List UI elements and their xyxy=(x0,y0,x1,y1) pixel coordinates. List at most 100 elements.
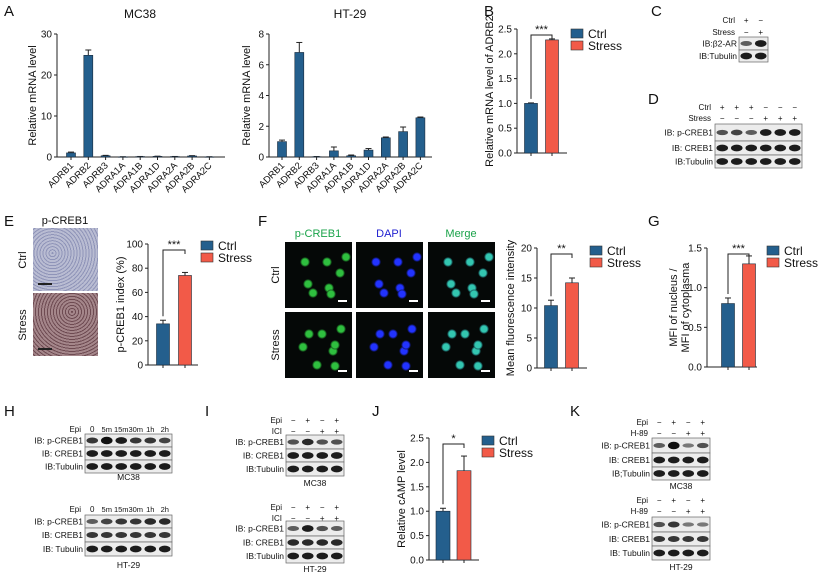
blot-cell-line-label: MC38 xyxy=(117,472,140,482)
bar-adrb2 xyxy=(83,55,94,158)
blot-condition-label: Epi xyxy=(270,503,282,512)
blot-row-label: IB: CREB1 xyxy=(672,143,713,153)
blot-row-label: IB: Tubulin xyxy=(43,544,83,554)
bar-ctrl xyxy=(435,510,451,561)
y-tick-label: 10 xyxy=(521,304,533,315)
blot-lane-mark: 30m xyxy=(128,505,143,514)
y-tick-label: 2.0 xyxy=(410,458,424,469)
ihc-row-label-ctrl: Ctrl xyxy=(17,251,29,268)
blot-lane-mark: − xyxy=(686,418,691,427)
blot-band xyxy=(158,463,171,470)
y-tick-label: 15 xyxy=(521,274,533,285)
blot-band xyxy=(287,539,300,546)
blot-band xyxy=(115,531,128,539)
blot-band xyxy=(788,129,801,136)
blot-band xyxy=(716,158,729,165)
y-axis-label: MFI of nucleus / xyxy=(668,267,680,346)
blot-condition-label: Ctrl xyxy=(723,16,736,25)
legend-swatch-stress xyxy=(481,447,495,458)
blot-band xyxy=(86,463,99,470)
blot-band xyxy=(667,456,680,464)
blot-lane-mark: + xyxy=(320,514,325,523)
blot-band xyxy=(86,437,99,444)
blot-lane-mark: 0 xyxy=(90,425,95,434)
if-row-label-ctrl: Ctrl xyxy=(270,266,282,283)
blot-cell-line-label: HT-29 xyxy=(117,560,140,570)
bar-adra2a xyxy=(380,137,391,158)
blot-band xyxy=(301,465,314,473)
blot-lane-mark: 5m xyxy=(102,505,112,514)
blot-band xyxy=(682,535,695,543)
blot-row-label: IB:Tubulin xyxy=(246,551,284,561)
bar-adrb2 xyxy=(294,52,305,158)
scale-bar xyxy=(338,370,347,372)
blot-band xyxy=(667,441,680,450)
blot-band xyxy=(129,545,142,553)
western-blot-h1: Epi 0 5m 15m 30m 1h 2h IB: p-CREB1 IB: CREB1 IB:T… xyxy=(34,425,173,482)
if-image-dapi-ctrl xyxy=(356,242,423,308)
y-tick-label: 1.5 xyxy=(498,74,512,85)
blot-band xyxy=(667,549,680,557)
bar-adra1b xyxy=(346,155,357,158)
blot-lane-mark: − xyxy=(305,514,310,523)
blot-band xyxy=(667,535,680,543)
chart-e: 0 20 40 60 80 100 p-CREB1 index (%) *** CtrlStre… xyxy=(115,239,252,372)
panel-label-A: A xyxy=(4,3,14,20)
blot-band xyxy=(144,463,157,470)
blot-lane-mark: + xyxy=(720,103,725,112)
significance-stars: * xyxy=(451,433,456,445)
blot-strip xyxy=(84,514,173,529)
blot-lane-mark: − xyxy=(686,496,691,505)
legend-label-ctrl: Ctrl xyxy=(499,434,518,448)
if-image-pcreb1-ctrl xyxy=(285,242,352,308)
scale-bar xyxy=(38,348,52,350)
blot-band xyxy=(682,522,695,527)
legend-swatch-ctrl xyxy=(481,435,495,446)
blot-lane-mark: − xyxy=(291,514,296,523)
blot-band xyxy=(316,552,329,560)
blot-strip xyxy=(84,527,173,543)
y-tick-label: 20 xyxy=(132,336,144,347)
blot-lane-mark: − xyxy=(320,503,325,512)
blot-band xyxy=(653,456,666,464)
y-tick-label: 2.5 xyxy=(410,434,424,445)
blot-lane-mark: − xyxy=(291,416,296,425)
blot-lane-mark: 1h xyxy=(146,425,154,434)
legend-swatch-stress xyxy=(766,257,780,268)
panel-label-F: F xyxy=(258,213,267,230)
blot-strip xyxy=(84,541,173,557)
blot-band xyxy=(754,40,767,47)
blot-band xyxy=(754,52,767,60)
blot-row-label: IB: CREB1 xyxy=(609,455,650,465)
blot-lane-mark: − xyxy=(671,429,676,438)
blot-band xyxy=(158,437,171,444)
blot-cell-line-label: MC38 xyxy=(304,478,327,488)
bar-ctrl xyxy=(721,303,735,368)
legend-swatch-stress xyxy=(589,257,603,268)
blot-lane-mark: − xyxy=(291,427,296,436)
blot-condition-label: Ctrl xyxy=(699,103,712,112)
blot-band xyxy=(115,518,128,525)
legend-label-stress: Stress xyxy=(607,256,641,270)
blot-row-label: IB: Tubulin xyxy=(610,548,650,558)
y-tick-label: 0 xyxy=(258,153,264,164)
blot-lane-mark: − xyxy=(778,103,783,112)
blot-band xyxy=(759,129,772,136)
y-tick-label: 20 xyxy=(41,71,53,82)
blot-band xyxy=(759,144,772,152)
blot-lane-mark: − xyxy=(320,416,325,425)
legend-label-ctrl: Ctrl xyxy=(607,244,626,258)
scale-bar xyxy=(338,300,347,302)
significance-bracket xyxy=(162,249,186,317)
significance-bracket xyxy=(442,443,465,505)
y-tick-label: 0 xyxy=(137,361,143,372)
bar-stress xyxy=(742,263,756,368)
blot-band xyxy=(287,439,300,445)
blot-lane-mark: − xyxy=(291,503,296,512)
blot-band xyxy=(158,450,171,457)
blot-band xyxy=(759,158,772,165)
